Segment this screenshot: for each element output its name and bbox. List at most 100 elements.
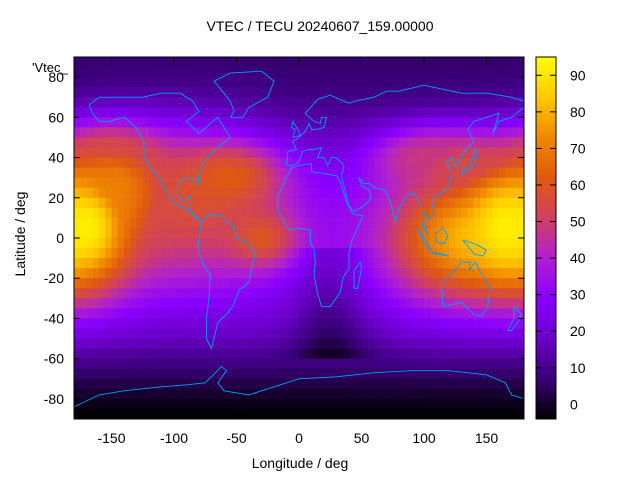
heatmap-cell — [249, 248, 256, 259]
heatmap-cell — [124, 157, 131, 169]
heatmap-cell — [92, 127, 100, 138]
heatmap-cell — [299, 328, 306, 340]
heatmap-cell — [111, 308, 119, 319]
heatmap-cell — [286, 117, 294, 128]
heatmap-cell — [280, 207, 287, 219]
heatmap-cell — [405, 57, 412, 68]
heatmap-cell — [186, 368, 194, 380]
heatmap-cell — [267, 238, 275, 249]
heatmap-cell — [342, 278, 350, 289]
heatmap-cell — [411, 408, 419, 420]
heatmap-cell — [280, 157, 287, 169]
heatmap-cell — [124, 248, 131, 259]
heatmap-cell — [386, 57, 394, 68]
heatmap-cell — [142, 157, 150, 169]
heatmap-cell — [167, 278, 175, 289]
heatmap-cell — [217, 368, 225, 380]
heatmap-cell — [355, 408, 362, 420]
heatmap-cell — [349, 167, 356, 179]
heatmap-cell — [99, 288, 106, 299]
coastline — [461, 147, 477, 177]
heatmap-cell — [374, 248, 381, 259]
heatmap-cell — [192, 338, 200, 350]
heatmap-cell — [480, 268, 487, 279]
heatmap-cell — [349, 107, 356, 118]
heatmap-cell — [399, 388, 406, 400]
heatmap-cell — [486, 278, 494, 289]
x-tick-label: 100 — [412, 430, 436, 446]
heatmap-cell — [399, 258, 406, 269]
heatmap-cell — [467, 248, 475, 259]
heatmap-cell — [230, 177, 237, 189]
heatmap-cell — [149, 107, 156, 118]
heatmap-cell — [349, 288, 356, 299]
heatmap-cell — [417, 368, 425, 380]
heatmap-cell — [205, 167, 212, 179]
heatmap-cell — [517, 97, 525, 108]
heatmap-cell — [149, 167, 156, 179]
heatmap-cell — [392, 177, 400, 189]
heatmap-cell — [92, 67, 100, 78]
heatmap-cell — [174, 147, 181, 159]
heatmap-cell — [430, 388, 437, 400]
heatmap-cell — [224, 398, 231, 410]
heatmap-cell — [199, 77, 206, 88]
heatmap-cell — [261, 338, 269, 350]
heatmap-cell — [92, 227, 100, 239]
heatmap-cell — [461, 117, 469, 128]
heatmap-cell — [267, 227, 275, 239]
heatmap-cell — [449, 197, 456, 209]
heatmap-cell — [311, 177, 319, 189]
heatmap-cell — [217, 268, 225, 279]
heatmap-cell — [349, 328, 356, 340]
heatmap-cell — [411, 197, 419, 209]
heatmap-cell — [286, 358, 294, 370]
heatmap-cell — [461, 67, 469, 78]
heatmap-cell — [461, 197, 469, 209]
heatmap-cell — [374, 107, 381, 118]
heatmap-cell — [411, 258, 419, 269]
heatmap-cell — [205, 187, 212, 199]
heatmap-cell — [149, 278, 156, 289]
heatmap-cell — [180, 328, 187, 340]
heatmap-cell — [342, 147, 350, 159]
heatmap-cell — [480, 248, 487, 259]
heatmap-cell — [249, 238, 256, 249]
heatmap-cell — [349, 187, 356, 199]
heatmap-cell — [424, 177, 431, 189]
heatmap-cell — [174, 177, 181, 189]
heatmap-cell — [386, 127, 394, 138]
heatmap-cell — [236, 207, 244, 219]
heatmap-cell — [361, 258, 369, 269]
heatmap-cell — [324, 288, 331, 299]
heatmap-cell — [199, 107, 206, 118]
heatmap-cell — [486, 127, 494, 138]
heatmap-cell — [517, 107, 525, 118]
heatmap-cell — [424, 107, 431, 118]
heatmap-cell — [386, 398, 394, 410]
heatmap-cell — [461, 328, 469, 340]
x-tick-label: 0 — [295, 430, 303, 446]
heatmap-cell — [242, 278, 250, 289]
heatmap-cell — [124, 298, 131, 309]
heatmap-cell — [180, 117, 187, 128]
heatmap-cell — [242, 87, 250, 98]
heatmap-cell — [474, 97, 481, 108]
heatmap-cell — [299, 308, 306, 319]
heatmap-cell — [499, 137, 506, 148]
x-axis-label: Longitude / deg — [251, 455, 349, 471]
heatmap-cell — [480, 127, 487, 138]
heatmap-cell — [355, 358, 362, 370]
heatmap-cell — [392, 147, 400, 159]
heatmap-cell — [342, 67, 350, 78]
heatmap-cell — [199, 187, 206, 199]
heatmap-cell — [230, 127, 237, 138]
heatmap-cell — [411, 187, 419, 199]
heatmap-cell — [230, 308, 237, 319]
heatmap-cell — [167, 268, 175, 279]
heatmap-cell — [211, 167, 219, 179]
heatmap-cell — [342, 338, 350, 350]
heatmap-cell — [230, 117, 237, 128]
heatmap-cell — [149, 348, 156, 360]
heatmap-cell — [117, 67, 125, 78]
